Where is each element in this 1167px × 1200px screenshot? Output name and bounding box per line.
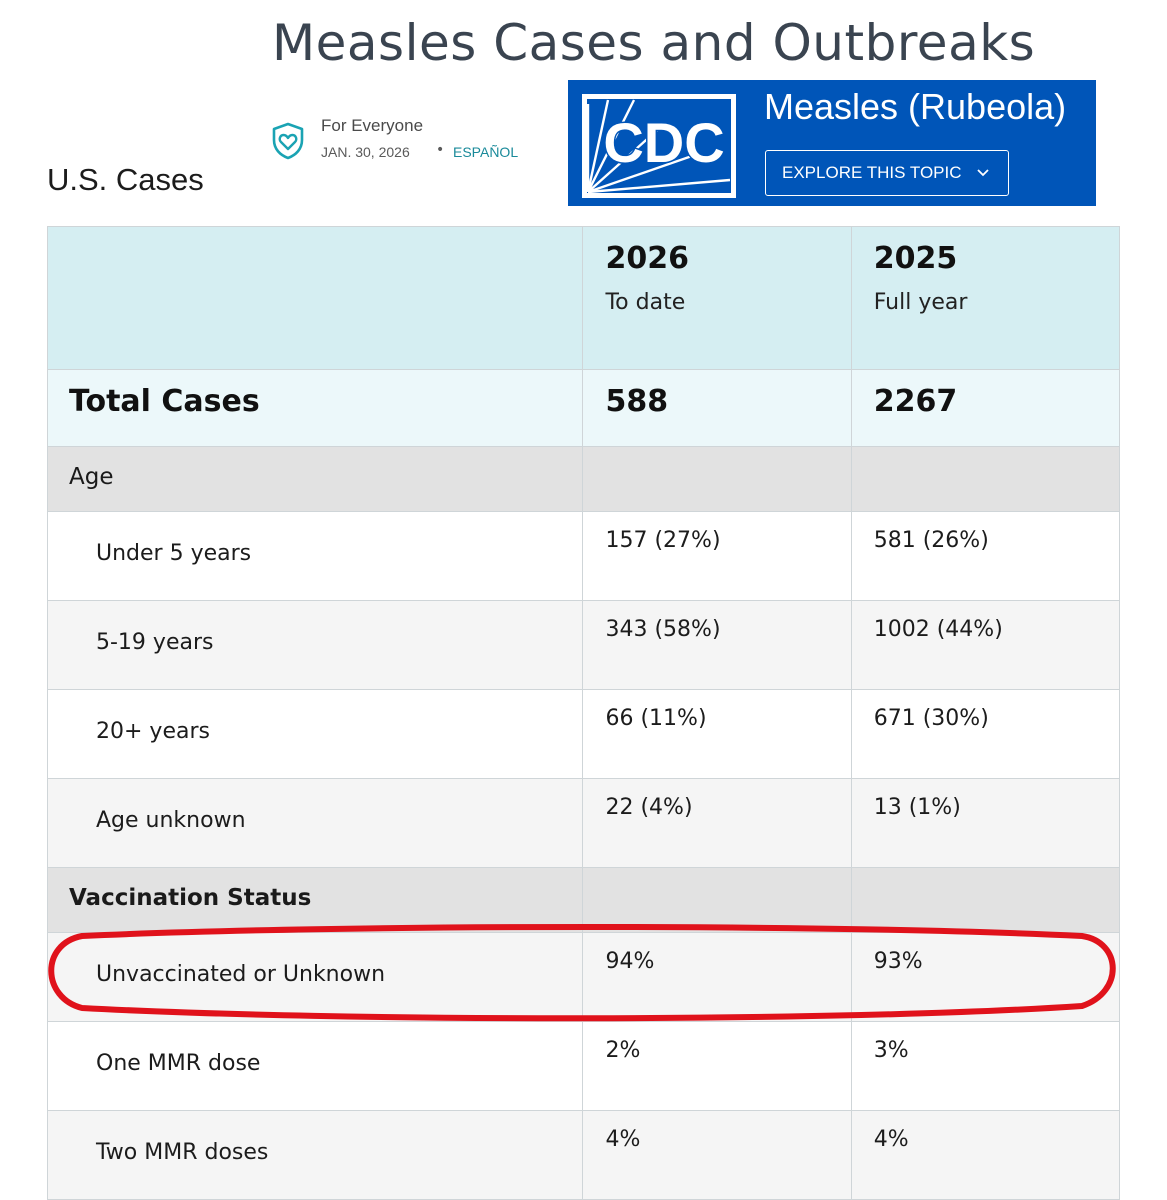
cdc-topic-banner: CDC Measles (Rubeola) EXPLORE THIS TOPIC [568, 80, 1096, 206]
header-empty-cell [46, 226, 584, 370]
explore-topic-label: EXPLORE THIS TOPIC [782, 163, 962, 182]
row-value: 3% [873, 1038, 909, 1063]
cdc-logo[interactable]: CDC [582, 94, 736, 198]
header-cell-2026: 2026 To date [582, 226, 852, 370]
row-label: Two MMR doses [96, 1140, 269, 1165]
group-header-row: Age [46, 446, 1121, 512]
table-row: 20+ years 66 (11%) 671 (30%) [46, 689, 1121, 779]
total-cases-label: Total Cases [69, 384, 260, 419]
row-value: 94% [605, 949, 655, 974]
row-label: 20+ years [96, 719, 210, 744]
table-row: Under 5 years 157 (27%) 581 (26%) [46, 511, 1121, 601]
audience-info: For Everyone JAN. 30, 2026 • ESPAÑOL [270, 114, 560, 170]
column-year: 2025 [873, 241, 958, 276]
row-value: 671 (30%) [873, 706, 989, 731]
heart-shield-icon [270, 122, 306, 160]
column-subtitle: To date [605, 290, 686, 315]
row-value: 13 (1%) [873, 795, 961, 820]
group-label: Age [69, 464, 114, 490]
us-cases-table: 2026 To date 2025 Full year Total Cases … [46, 226, 1121, 1200]
cdc-logo-text: CDC [603, 111, 724, 174]
row-label: Under 5 years [96, 541, 252, 566]
row-value: 4% [605, 1127, 641, 1152]
meta-separator: • [436, 142, 445, 158]
spanish-language-link[interactable]: ESPAÑOL [453, 144, 519, 160]
row-value: 66 (11%) [605, 706, 707, 731]
page-title: Measles Cases and Outbreaks [272, 14, 1036, 72]
column-year: 2026 [605, 241, 689, 276]
row-label: Unvaccinated or Unknown [96, 962, 386, 987]
group-label: Vaccination Status [69, 885, 312, 911]
row-label: One MMR dose [96, 1051, 261, 1076]
publish-date: JAN. 30, 2026 [321, 144, 410, 160]
total-cases-value: 588 [605, 384, 669, 419]
column-subtitle: Full year [873, 290, 968, 315]
row-value: 343 (58%) [605, 617, 721, 642]
row-label: Age unknown [96, 808, 246, 833]
row-value: 93% [873, 949, 923, 974]
explore-topic-button[interactable]: EXPLORE THIS TOPIC [765, 150, 1009, 196]
table-row: Two MMR doses 4% 4% [46, 1110, 1121, 1200]
row-value: 157 (27%) [605, 528, 721, 553]
table-row-highlighted: Unvaccinated or Unknown 94% 93% [46, 932, 1121, 1022]
row-value: 581 (26%) [873, 528, 989, 553]
row-value: 2% [605, 1038, 641, 1063]
table-row: One MMR dose 2% 3% [46, 1021, 1121, 1111]
table-row: Age unknown 22 (4%) 13 (1%) [46, 778, 1121, 868]
row-value: 22 (4%) [605, 795, 693, 820]
audience-label: For Everyone [321, 116, 424, 135]
chevron-down-icon [976, 165, 990, 179]
topic-title[interactable]: Measles (Rubeola) [764, 86, 1067, 127]
row-value: 4% [873, 1127, 909, 1152]
row-label: 5-19 years [96, 630, 214, 655]
table-header-row: 2026 To date 2025 Full year [46, 226, 1121, 370]
header-cell-2025: 2025 Full year [850, 226, 1121, 370]
total-cases-value: 2267 [873, 384, 958, 419]
section-heading: U.S. Cases [47, 162, 204, 197]
table-row: 5-19 years 343 (58%) 1002 (44%) [46, 600, 1121, 690]
row-value: 1002 (44%) [873, 617, 1003, 642]
group-header-row: Vaccination Status [46, 867, 1121, 933]
total-cases-row: Total Cases 588 2267 [46, 369, 1121, 447]
